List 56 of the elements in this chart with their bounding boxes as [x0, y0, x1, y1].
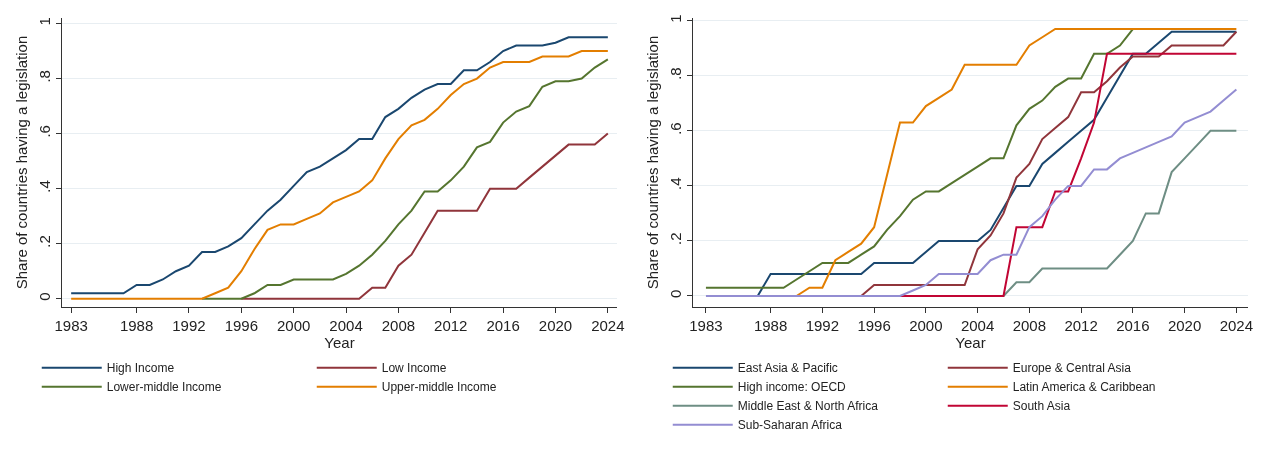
x-tick-label: 2000: [277, 317, 311, 334]
y-tick-label: .2: [36, 235, 53, 248]
y-tick-label: .8: [36, 70, 53, 83]
x-tick-label: 2004: [960, 317, 995, 334]
x-tick-label: 1992: [805, 317, 840, 334]
x-tick-label: 2016: [486, 317, 520, 334]
x-tick-label: 2024: [1219, 317, 1254, 334]
y-tick-label: .4: [36, 180, 53, 193]
legend-label: Sub-Saharan Africa: [737, 418, 843, 433]
x-tick-label: 1988: [119, 317, 154, 334]
x-tick-label: 2008: [1012, 317, 1047, 334]
x-tick-label: 2008: [381, 317, 416, 334]
y-tick-label: 0: [667, 289, 684, 298]
x-axis-title: Year: [955, 334, 986, 351]
x-tick-label: 1983: [54, 317, 88, 334]
legend-label: High income: OECD: [737, 380, 847, 395]
y-tick-label: .4: [667, 177, 684, 190]
legend-label: Upper-middle Income: [381, 380, 497, 395]
y-tick-label: .8: [667, 67, 684, 80]
y-tick-label: .6: [667, 122, 684, 135]
x-tick-label: 2012: [434, 317, 468, 334]
x-tick-label: 2020: [1167, 317, 1202, 334]
x-tick-label: 1988: [753, 317, 788, 334]
line-series: [898, 52, 1238, 297]
x-tick-label: 2012: [1064, 317, 1098, 334]
x-axis-title: Year: [324, 334, 355, 351]
x-tick-label: 2004: [329, 317, 363, 334]
x-tick-label: 1992: [172, 317, 206, 334]
legend-label: East Asia & Pacific: [737, 361, 838, 376]
x-tick-label: 1996: [857, 317, 891, 334]
legend-label: Latin America & Caribbean: [1012, 380, 1156, 395]
legend-label: South Asia: [1012, 399, 1071, 414]
x-tick-label: 1983: [689, 317, 723, 334]
y-tick-label: 1: [667, 14, 684, 23]
x-tick-label: 2024: [591, 317, 625, 334]
x-tick-label: 2020: [538, 317, 573, 334]
legend-label: High Income: [106, 361, 175, 376]
x-tick-label: 2000: [909, 317, 943, 334]
line-series: [860, 30, 1238, 297]
y-tick-label: 0: [36, 292, 53, 301]
legend-label: Europe & Central Asia: [1012, 361, 1132, 376]
y-tick-label: .6: [36, 125, 53, 138]
line-series: [704, 28, 1134, 289]
y-axis-title: Share of countries having a legislation: [644, 35, 662, 290]
line-series: [1002, 129, 1238, 297]
x-tick-label: 1996: [224, 317, 259, 334]
line-series: [240, 132, 609, 300]
legend-label: Low Income: [381, 361, 447, 376]
y-axis-title: Share of countries having a legislation: [13, 35, 31, 290]
line-series: [704, 88, 1238, 297]
x-tick-label: 2016: [1116, 317, 1150, 334]
legend-label: Middle East & North Africa: [737, 399, 879, 414]
line-series: [201, 58, 609, 300]
y-tick-label: 1: [36, 17, 53, 26]
legend-label: Lower-middle Income: [106, 380, 222, 395]
y-tick-label: .2: [667, 232, 684, 245]
